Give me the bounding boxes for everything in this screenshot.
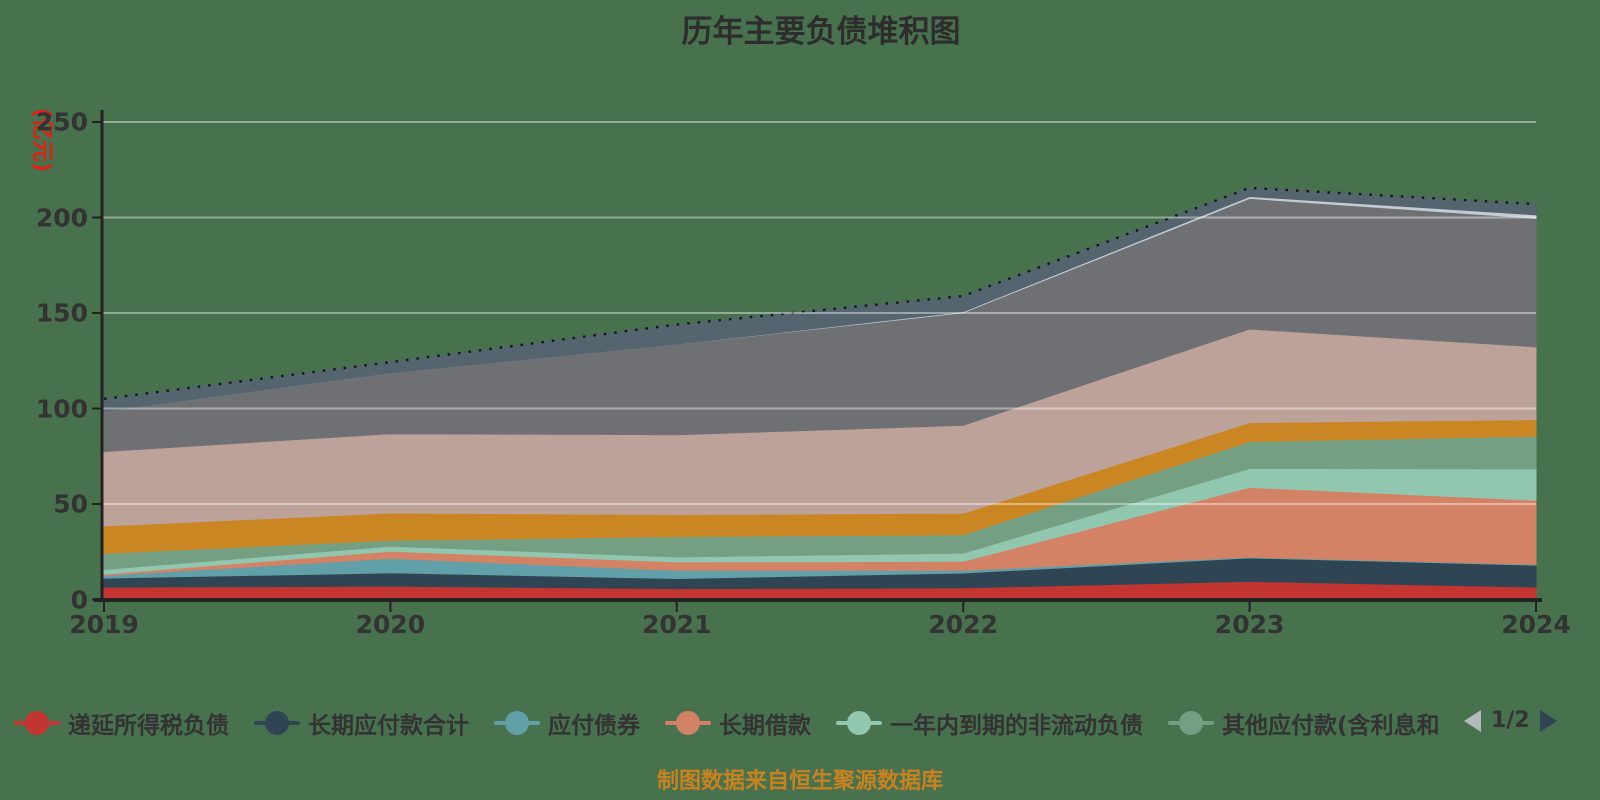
legend-item-1[interactable]: 递延所得税负债: [14, 706, 229, 740]
legend-item-label: 一年内到期的非流动负债: [890, 713, 1143, 739]
x-tick-label-2024: 2024: [1501, 610, 1571, 639]
y-tick-label-150: 150: [35, 298, 88, 328]
y-tick-label-250: 250: [35, 107, 88, 137]
legend-page-indicator: 1/2: [1491, 708, 1530, 733]
legend-item-2[interactable]: 长期应付款合计: [254, 706, 469, 740]
legend-item-label: 应付债券: [548, 713, 640, 739]
x-tick-label-2022: 2022: [928, 610, 998, 639]
x-tick-label-2020: 2020: [355, 610, 426, 639]
x-tick-label-2021: 2021: [642, 610, 712, 639]
legend-line-dot-icon: [836, 710, 882, 736]
legend-item-6[interactable]: 其他应付款(含利息和: [1168, 706, 1440, 740]
legend-line-dot-icon: [254, 710, 300, 736]
x-tick-label-2019: 2019: [69, 610, 139, 639]
y-tick-label-200: 200: [35, 203, 88, 232]
legend-item-4[interactable]: 长期借款: [665, 706, 811, 740]
legend-next-icon[interactable]: [1539, 709, 1557, 732]
y-tick-label-0: 0: [70, 585, 88, 614]
legend-item-label: 长期应付款合计: [308, 713, 469, 739]
legend-prev-icon[interactable]: [1464, 709, 1481, 732]
legend-item-label: 长期借款: [719, 713, 811, 739]
total-envelope-dotted-line: [103, 186, 1537, 401]
x-tick-label-2023: 2023: [1214, 610, 1285, 639]
legend-pager: 1/2: [1464, 708, 1557, 733]
legend-item-3[interactable]: 应付债券: [494, 706, 640, 740]
legend-line-dot-icon: [14, 710, 60, 736]
legend-line-dot-icon: [494, 710, 540, 736]
legend-item-label: 其他应付款(含利息和: [1222, 713, 1440, 739]
legend-line-dot-icon: [665, 710, 711, 736]
legend: 递延所得税负债 长期应付款合计 应付债券 长期借款 一年内到期的非流动负债 其他应付款(含…: [14, 706, 1440, 740]
legend-item-5[interactable]: 一年内到期的非流动负债: [836, 706, 1143, 740]
y-tick-label-100: 100: [35, 394, 88, 423]
page-title: 历年主要负债堆积图: [681, 14, 961, 50]
area-series-group: [103, 187, 1537, 600]
legend-item-label: 递延所得税负债: [68, 713, 229, 739]
legend-line-dot-icon: [1168, 710, 1214, 736]
data-source-caption: 制图数据来自恒生聚源数据库: [656, 769, 944, 794]
gridlines: [102, 121, 1536, 505]
y-tick-label-50: 50: [53, 489, 88, 519]
